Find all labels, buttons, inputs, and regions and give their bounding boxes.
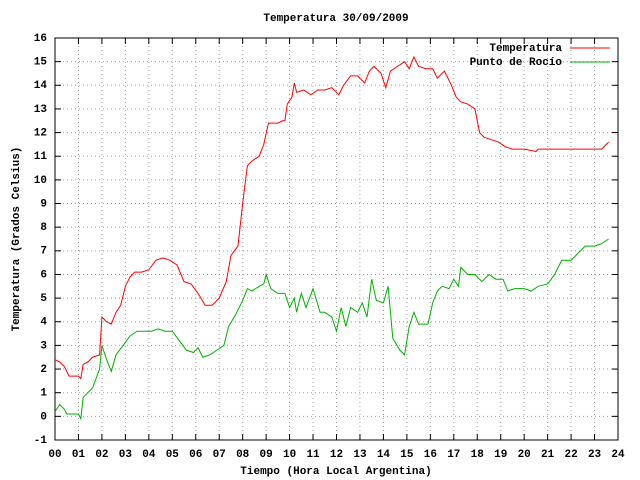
x-tick-label: 14 bbox=[377, 449, 391, 461]
series-line bbox=[54, 238, 609, 421]
y-tick-label: 7 bbox=[40, 246, 47, 258]
x-tick-label: 05 bbox=[166, 449, 180, 461]
x-tick-label: 07 bbox=[213, 449, 226, 461]
y-tick-label: 4 bbox=[40, 317, 47, 329]
legend-label: Temperatura bbox=[489, 43, 562, 55]
x-tick-label: 00 bbox=[48, 449, 61, 461]
x-tick-label: 01 bbox=[72, 449, 86, 461]
x-tick-label: 22 bbox=[564, 449, 577, 461]
y-tick-label: 1 bbox=[40, 388, 47, 400]
x-tick-label: 08 bbox=[236, 449, 250, 461]
y-tick-label: 13 bbox=[34, 104, 48, 116]
legend-label: Punto de Rocío bbox=[470, 57, 563, 69]
y-tick-label: 15 bbox=[34, 57, 48, 69]
x-axis-label: Tiempo (Hora Local Argentina) bbox=[240, 466, 431, 478]
x-tick-label: 09 bbox=[260, 449, 273, 461]
y-tick-label: 5 bbox=[40, 293, 47, 305]
y-tick-label: 0 bbox=[40, 411, 47, 423]
x-tick-label: 18 bbox=[471, 449, 485, 461]
plot-frame bbox=[54, 37, 619, 441]
x-tick-label: 06 bbox=[189, 449, 202, 461]
y-tick-label: 10 bbox=[34, 175, 47, 187]
x-tick-label: 11 bbox=[306, 449, 320, 461]
x-tick-label: 24 bbox=[611, 449, 625, 461]
x-tick-label: 17 bbox=[447, 449, 460, 461]
x-tick-label: 02 bbox=[95, 449, 108, 461]
x-tick-label: 12 bbox=[330, 449, 343, 461]
y-tick-label: 3 bbox=[40, 340, 47, 352]
x-tick-label: 19 bbox=[494, 449, 507, 461]
y-tick-label: 11 bbox=[34, 151, 48, 163]
x-tick-label: 13 bbox=[353, 449, 367, 461]
y-tick-label: 6 bbox=[40, 269, 47, 281]
x-tick-label: 21 bbox=[541, 449, 555, 461]
y-axis-label: Temperatura (Grados Celsius) bbox=[11, 147, 23, 332]
x-tick-label: 16 bbox=[424, 449, 437, 461]
series-line bbox=[54, 55, 609, 380]
x-tick-label: 10 bbox=[283, 449, 296, 461]
y-tick-label: -1 bbox=[34, 435, 48, 447]
y-tick-label: 2 bbox=[40, 364, 47, 376]
x-tick-label: 04 bbox=[142, 449, 156, 461]
y-tick-label: 9 bbox=[40, 198, 47, 210]
chart-title: Temperatura 30/09/2009 bbox=[263, 13, 408, 25]
y-tick-label: 8 bbox=[40, 222, 47, 234]
y-tick-label: 14 bbox=[34, 80, 48, 92]
x-tick-label: 23 bbox=[588, 449, 602, 461]
x-tick-label: 20 bbox=[518, 449, 531, 461]
y-tick-label: 16 bbox=[34, 33, 47, 45]
x-tick-label: 03 bbox=[119, 449, 133, 461]
x-tick-label: 15 bbox=[400, 449, 414, 461]
y-tick-label: 12 bbox=[34, 127, 47, 139]
